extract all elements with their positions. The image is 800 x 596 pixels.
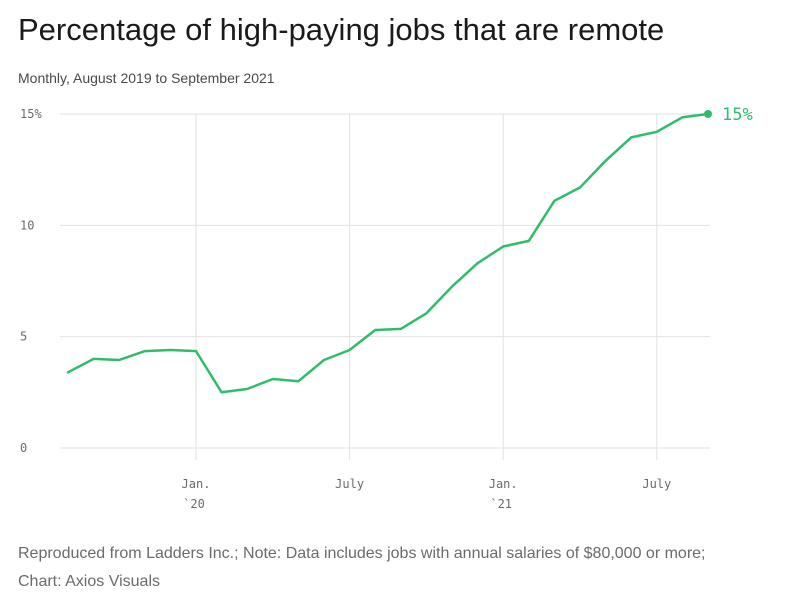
chart-subtitle: Monthly, August 2019 to September 2021: [18, 70, 275, 86]
source-note: Reproduced from Ladders Inc.; Note: Data…: [18, 545, 706, 590]
grid: [60, 113, 710, 460]
end-value-label: 15%: [722, 105, 753, 125]
x-tick-label: July: [335, 477, 364, 491]
x-tick-label: Jan.: [489, 477, 518, 491]
x-tick-sublabel: `21: [490, 497, 512, 511]
y-tick-label: 0: [20, 441, 27, 455]
end-point: [704, 110, 712, 118]
y-tick-label: 5: [20, 330, 27, 344]
series: 15%: [66, 105, 753, 394]
chart-title: Percentage of high-paying jobs that are …: [18, 12, 665, 47]
y-tick-label: 15%: [20, 107, 42, 121]
y-axis: 15% 10 5 0: [20, 107, 42, 455]
line-chart: 15% 10 5 0 Jan. `20 July Jan. `21 July 15%: [20, 105, 753, 511]
series-line: [66, 112, 710, 394]
x-tick-sublabel: `20: [183, 497, 205, 511]
x-tick-label: July: [642, 477, 671, 491]
y-tick-label: 10: [20, 218, 34, 232]
x-axis: Jan. `20 July Jan. `21 July: [182, 477, 672, 511]
x-tick-label: Jan.: [182, 477, 211, 491]
